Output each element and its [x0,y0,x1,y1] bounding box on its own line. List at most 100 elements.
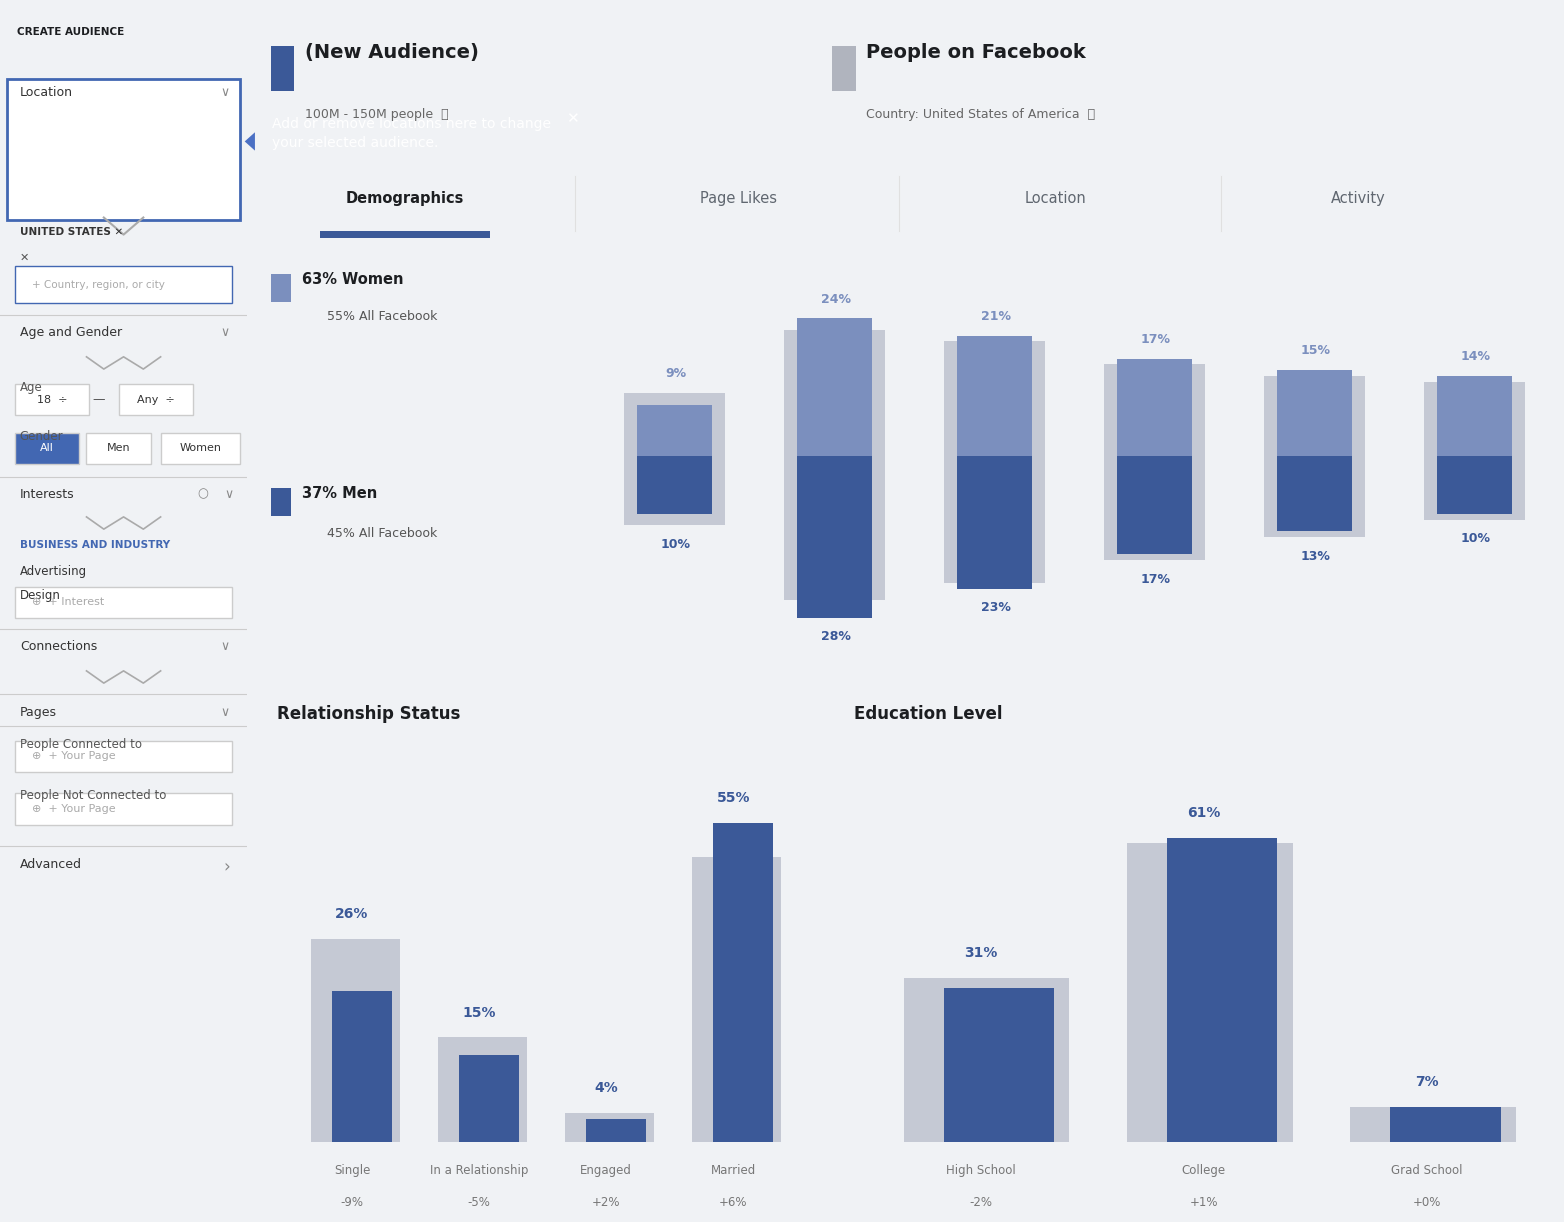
Bar [798,318,871,456]
Text: 17%: 17% [1140,332,1171,346]
Text: 24%: 24% [821,292,851,306]
Text: Demographics: Demographics [346,191,465,207]
Text: ○: ○ [197,488,208,501]
Bar [784,330,885,456]
Bar [271,489,291,516]
Text: Location: Location [1024,191,1087,207]
Text: 65 +: 65 + [1462,461,1490,474]
Bar [1117,358,1192,456]
Text: 45 - 54: 45 - 54 [1135,461,1176,474]
Text: ∨: ∨ [221,706,230,720]
Text: -2%: -2% [970,1195,992,1209]
Text: Married: Married [710,1165,755,1177]
Bar [1264,456,1365,536]
Text: ✕: ✕ [566,111,579,126]
Bar [321,231,490,238]
Text: 55% All Facebook: 55% All Facebook [327,310,436,323]
Bar [14,587,233,618]
Text: ∨: ∨ [221,326,230,340]
Text: ∨: ∨ [221,86,230,99]
Bar [1104,364,1204,456]
Bar [565,1113,654,1141]
Text: People Connected to: People Connected to [20,738,142,752]
Text: Age and Gender: Age and Gender [20,326,122,340]
Bar [1437,456,1512,514]
Bar [832,45,856,92]
Text: 31%: 31% [963,946,998,959]
Bar [624,393,726,456]
Text: Page Likes: Page Likes [699,191,777,207]
Bar [1264,376,1365,456]
Text: 63% Women: 63% Women [302,273,404,287]
Bar [271,45,294,92]
Text: -5%: -5% [468,1195,491,1209]
Text: ∨: ∨ [221,640,230,654]
Text: 10%: 10% [662,538,691,551]
Text: —: — [92,393,105,406]
Text: Design: Design [20,589,61,602]
Text: 25 - 34: 25 - 34 [815,461,857,474]
FancyBboxPatch shape [8,79,239,220]
Bar [904,978,1070,1141]
Bar [637,456,712,514]
Bar [943,987,1054,1141]
Bar [957,456,1032,589]
Bar [14,741,233,772]
Text: Relationship Status: Relationship Status [277,705,461,722]
Text: Country: United States of America  ⓘ: Country: United States of America ⓘ [866,108,1095,121]
Text: UNITED STATES ✕: UNITED STATES ✕ [20,227,124,237]
Bar [637,404,712,456]
Text: +1%: +1% [1190,1195,1218,1209]
Text: + Country, region, or city: + Country, region, or city [33,280,164,290]
Bar [161,433,239,464]
Bar [460,1055,519,1141]
Bar [1104,456,1204,560]
Text: ⊕  + Your Page: ⊕ + Your Page [33,752,116,761]
Text: Interests: Interests [20,488,75,501]
Text: ›: › [224,858,230,876]
Text: 21%: 21% [981,310,1010,323]
Text: -9%: -9% [341,1195,363,1209]
Bar [691,858,782,1141]
Bar [1128,843,1293,1141]
Bar [1390,1107,1501,1141]
Text: People Not Connected to: People Not Connected to [20,789,166,803]
Text: Single: Single [333,1165,371,1177]
Text: Education Level: Education Level [854,705,1003,722]
Text: 14%: 14% [1461,351,1490,363]
Text: Men: Men [106,444,130,453]
Polygon shape [244,132,255,150]
Text: 4%: 4% [594,1081,618,1095]
Bar [14,266,233,303]
Bar [1278,370,1351,456]
Text: ✕: ✕ [20,253,30,263]
Text: Advertising: Advertising [20,565,88,578]
Bar [14,433,80,464]
Bar [1117,456,1192,555]
Text: 45% All Facebook: 45% All Facebook [327,527,436,540]
Text: 17%: 17% [1140,573,1171,585]
Bar [1350,1107,1516,1141]
Bar [1437,376,1512,456]
Text: ⊕  + Your Page: ⊕ + Your Page [33,804,116,814]
Bar [1423,381,1525,456]
Bar [713,822,773,1141]
Text: 10%: 10% [1461,533,1490,545]
Bar [332,991,391,1141]
Bar [1423,456,1525,519]
Text: 26%: 26% [335,907,369,921]
Bar [624,456,726,525]
Text: 61%: 61% [1187,807,1220,820]
Bar [119,384,192,415]
Text: Grad School: Grad School [1392,1165,1462,1177]
Text: All United States: All United States [20,276,113,286]
Text: People on Facebook: People on Facebook [866,43,1085,62]
Text: +6%: +6% [719,1195,748,1209]
Text: Age: Age [20,381,42,395]
Text: Gender: Gender [20,430,64,444]
Text: 15%: 15% [463,1006,496,1019]
Text: 13%: 13% [1301,550,1331,562]
Text: 7%: 7% [1415,1075,1439,1089]
Bar [311,938,400,1141]
Text: Pages: Pages [20,706,56,720]
